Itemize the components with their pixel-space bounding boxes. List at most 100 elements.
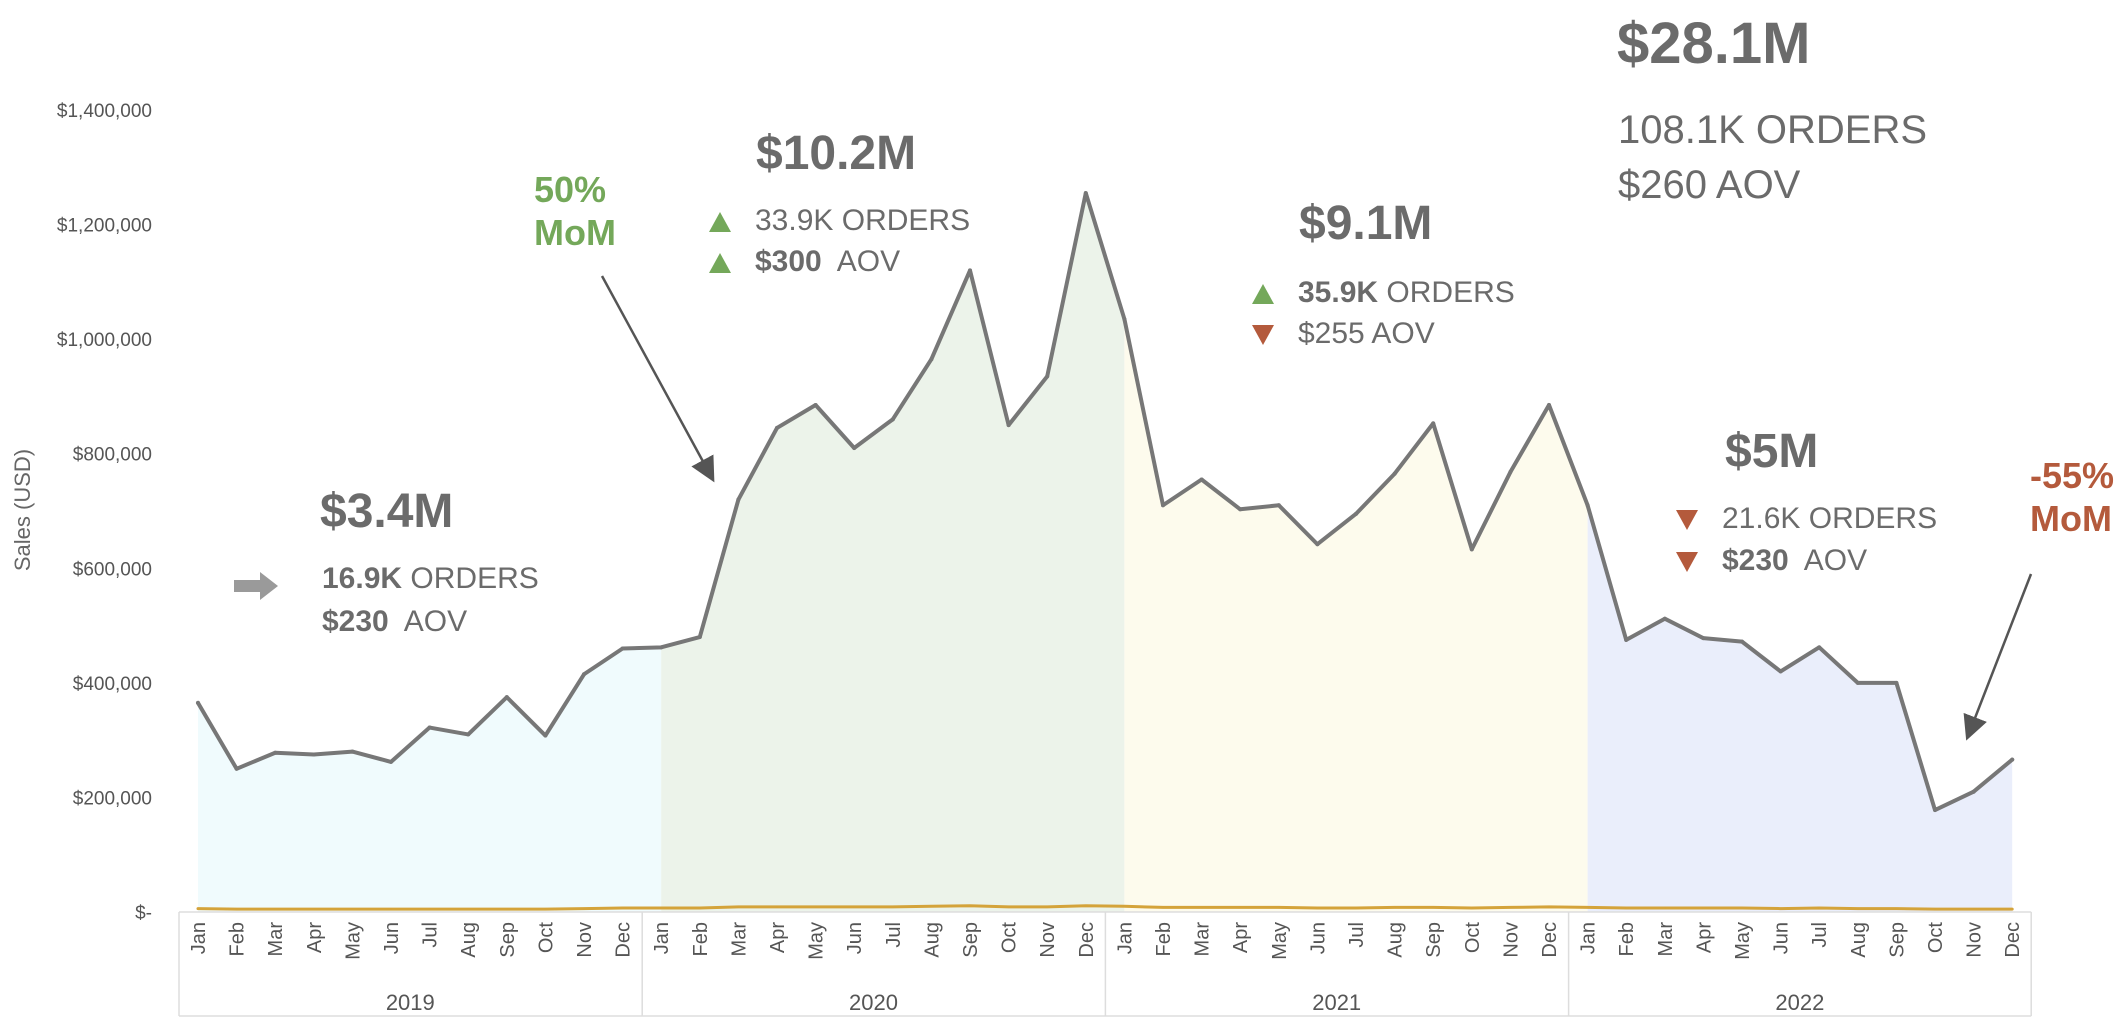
month-label: Jun [844,922,866,954]
month-label: Jul [420,922,442,948]
overall-total: $28.1M [1617,11,1811,76]
year-label: 2022 [1775,990,1824,1015]
data-point [1470,906,1473,909]
data-point [311,752,316,757]
orders-2022: 21.6K ORDERS [1676,502,1937,536]
month-label: Mar [265,922,287,957]
month-label: Oct [999,922,1021,954]
data-point [505,908,508,911]
month-label: Jan [1114,922,1136,954]
aov-2019-label: AOV [403,605,468,638]
data-point [621,906,624,909]
series-line-1 [196,904,2014,911]
month-label: Dec [1539,922,1561,958]
data-point [660,906,663,909]
overall-aov: $260 AOV [1618,163,1801,207]
data-point [1393,906,1396,909]
x-axis: 2019 2020 2021 2022 Jan Feb Mar Apr May Jun Jul Aug… [178,911,2032,1017]
aov-2019-value: $230 [322,605,389,638]
mom-down-arrow [1963,573,2033,741]
aov-2021-text: $255 AOV [1298,317,1435,350]
orders-2021-label: ORDERS [1386,276,1515,309]
month-label: Aug [921,922,943,958]
data-point [1238,507,1243,512]
data-point [582,672,586,677]
data-point [543,733,548,738]
month-label: Feb [227,922,249,956]
month-label: Sep [497,922,519,958]
data-point [1200,906,1203,909]
aov-2020-value: $300 [755,245,822,278]
total-2019: $3.4M [320,485,454,538]
data-point [1392,471,1397,476]
data-point [504,695,509,700]
data-point [1084,904,1087,907]
data-point [1548,905,1550,908]
data-point [1199,477,1204,482]
month-label: Jun [381,922,403,954]
month-label: Mar [1192,922,1214,957]
data-point [891,905,894,908]
data-point [466,732,471,737]
data-point [1239,906,1242,909]
data-point [1701,636,1706,641]
month-label: Aug [1848,922,1870,958]
orders-2022-text: 21.6K ORDERS [1722,502,1938,535]
right-arrow-icon [234,572,278,600]
month-label: Sep [1423,922,1445,958]
month-label: Apr [304,922,326,953]
month-label: Jul [1346,922,1368,948]
data-point [698,906,701,909]
data-point [969,904,971,907]
data-point [1508,470,1513,475]
aov-2020: $300 AOV [709,245,900,279]
month-label: Feb [1153,922,1175,956]
month-label: Jan [651,922,673,954]
trend-up-icon [709,212,731,233]
data-point [1702,906,1705,909]
year-fill-2020 [661,193,1125,913]
month-label: Nov [1500,922,1522,958]
data-point [1585,503,1590,508]
month-label: Dec [2002,922,2024,958]
month-label: Sep [960,922,982,958]
series-line-0 [196,191,2015,813]
data-point [2011,908,2014,911]
month-label: Oct [1462,922,1484,954]
month-label: May [806,922,828,960]
trend-down-icon [1676,510,1698,531]
data-point [814,905,817,908]
aov-2021: $255 AOV [1252,317,1435,351]
data-point [1894,680,1899,685]
data-point [1355,906,1357,909]
month-label: Oct [1925,922,1947,954]
data-point [1547,403,1551,408]
y-axis: $- $200,000 $400,000 $600,000 $800,000 $1,000… [57,101,152,924]
data-point [1934,908,1936,911]
y-tick-label: $800,000 [73,445,152,466]
data-point [1586,906,1589,909]
data-point [1277,906,1280,909]
data-point [1624,637,1629,642]
data-point [737,905,740,908]
trend-up-icon [1252,284,1274,305]
month-label: Jun [1771,922,1793,954]
data-point [813,403,818,408]
data-point [1007,905,1010,908]
data-point [1006,423,1011,428]
year-label: 2020 [849,990,898,1015]
year-label: 2021 [1312,990,1361,1015]
data-point [583,907,585,910]
mom-down-line1: -55% [2030,455,2115,496]
mom-up-arrow [600,275,715,483]
data-point [350,749,355,754]
trend-down-icon [1676,552,1698,573]
month-label: Jul [1809,922,1831,948]
data-point [697,635,702,640]
year-fill-2022 [1587,505,2013,912]
data-point [659,645,664,650]
month-label: Nov [1037,922,1059,958]
y-tick-label: $- [135,903,152,924]
month-label: Nov [1964,922,1986,958]
